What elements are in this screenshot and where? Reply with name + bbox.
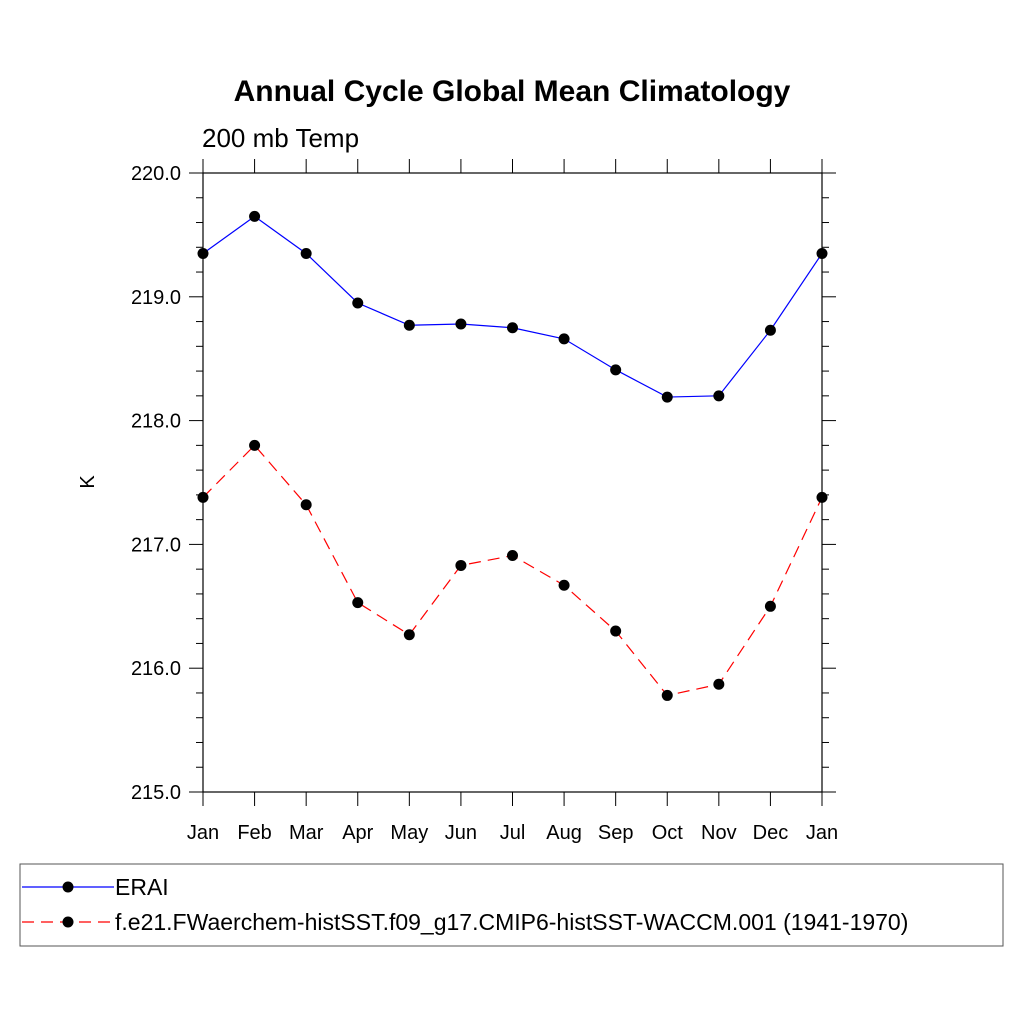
series-1-point [713, 390, 725, 402]
series-2-point [661, 689, 673, 701]
series-line-2 [202, 444, 823, 697]
chart-title: Annual Cycle Global Mean Climatology [234, 75, 791, 108]
legend-label-2: f.e21.FWaerchem-histSST.f09_g17.CMIP6-hi… [115, 909, 908, 935]
x-tick-label: Oct [652, 822, 684, 844]
y-tick-label: 220.0 [131, 163, 181, 185]
series-2-point [352, 597, 364, 609]
series-1-point [610, 364, 622, 376]
x-tick-label: Apr [342, 822, 373, 844]
axis-ticks: Jan Feb Mar Apr May Jun Jul Aug Sep Oct Nov Dec Jan 2… [131, 159, 838, 844]
series-1-point [455, 318, 467, 330]
legend: ERAI f.e21.FWaerchem-histSST.f09_g17.CMIP… [19, 863, 1004, 947]
chart-subtitle: 200 mb Temp [202, 123, 359, 153]
series-1-point [403, 319, 415, 331]
y-tick-label: 217.0 [131, 534, 181, 556]
series-2-point [455, 559, 467, 571]
x-tick-label: Feb [237, 822, 271, 844]
x-tick-label: Dec [753, 822, 789, 844]
series-1-point [352, 297, 364, 309]
series-1-point [249, 210, 261, 222]
x-tick-label: Mar [289, 822, 324, 844]
x-tick-label: Aug [546, 822, 582, 844]
y-tick-label: 219.0 [131, 287, 181, 309]
series-layer [197, 210, 828, 701]
series-2-point [558, 579, 570, 591]
series-1-point [558, 333, 570, 345]
series-1-point [507, 322, 518, 334]
series-2-point [764, 600, 776, 612]
x-tick-label: Jan [187, 822, 219, 844]
x-tick-label: Sep [598, 822, 634, 844]
series-2-point [610, 625, 622, 637]
y-tick-label: 218.0 [131, 411, 181, 433]
x-tick-label: Jun [445, 822, 477, 844]
legend-box [19, 863, 1004, 947]
series-1-point [764, 324, 776, 336]
x-tick-label: May [390, 822, 428, 844]
series-2-point [300, 499, 312, 511]
y-tick-label: 216.0 [131, 658, 181, 680]
legend-label-1: ERAI [115, 874, 169, 900]
series-2-point [249, 439, 261, 451]
plot-frame [202, 172, 823, 793]
series-1-point [300, 247, 312, 259]
x-tick-label: Nov [701, 822, 737, 844]
x-tick-label: Jul [500, 822, 526, 844]
y-tick-label: 215.0 [131, 782, 181, 804]
series-line-1 [202, 215, 823, 398]
series-2-point [713, 678, 725, 690]
x-tick-label: Jan [806, 822, 838, 844]
legend-marker-1 [62, 881, 74, 893]
series-1-point [661, 391, 673, 403]
series-2-point [403, 629, 415, 641]
series-2-point [507, 550, 518, 562]
y-axis-label: K [77, 475, 99, 489]
legend-marker-2 [62, 916, 74, 928]
